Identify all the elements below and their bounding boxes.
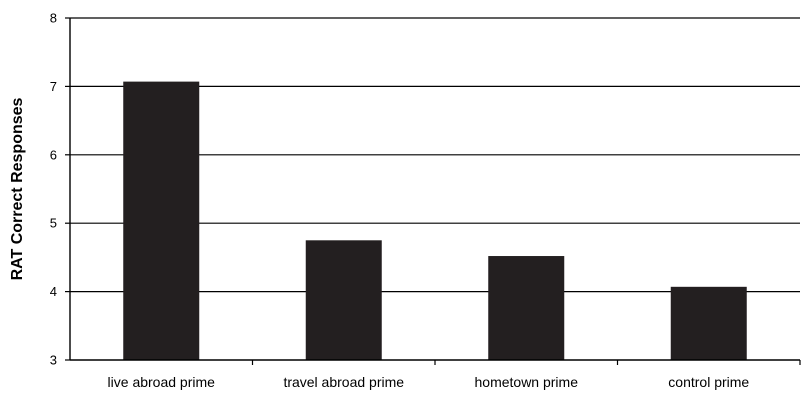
bar-3: [488, 256, 565, 360]
x-tick-label-3: hometown prime: [475, 374, 579, 390]
y-tick-label-5: 5: [50, 216, 57, 231]
x-tick-labels: live abroad prime travel abroad prime home…: [108, 360, 801, 390]
x-tick-label-1: live abroad prime: [108, 374, 216, 390]
bar-4: [670, 286, 747, 360]
bar-2: [305, 240, 382, 360]
bar-1: [123, 81, 200, 360]
y-axis-title: RAT Correct Responses: [9, 97, 26, 280]
y-tick-label-6: 6: [50, 147, 57, 162]
y-tick-label-3: 3: [50, 353, 57, 368]
y-tick-label-7: 7: [50, 79, 57, 94]
y-tick-label-4: 4: [50, 284, 57, 299]
x-tick-label-2: travel abroad prime: [283, 374, 404, 390]
y-tick-labels: 3 4 5 6 7 8: [50, 11, 70, 368]
x-tick-label-4: control prime: [668, 374, 749, 390]
y-tick-label-8: 8: [50, 11, 57, 26]
bars: [123, 81, 747, 360]
